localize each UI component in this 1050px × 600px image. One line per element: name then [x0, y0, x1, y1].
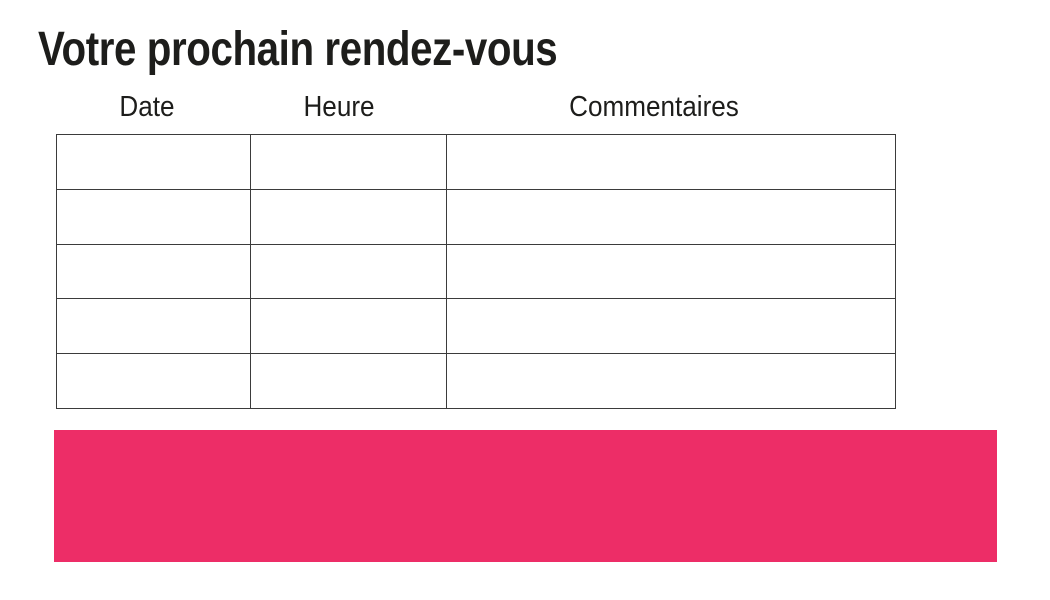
column-header-commentaires: Commentaires [569, 91, 739, 123]
table-cell [250, 188, 447, 245]
column-header-date: Date [119, 91, 175, 123]
table-cell [56, 134, 251, 190]
table-cell [446, 298, 896, 355]
table-cell [56, 188, 251, 245]
table-cell [250, 243, 447, 300]
table-cell [250, 134, 447, 190]
appointments-table-body [56, 134, 896, 409]
accent-banner [54, 430, 997, 562]
table-cell [446, 188, 896, 245]
table-row [56, 134, 896, 190]
table-cell [56, 353, 251, 409]
table-row [56, 243, 896, 300]
table-cell [250, 298, 447, 355]
appointments-table [56, 134, 896, 409]
table-cell [446, 243, 896, 300]
table-cell [56, 298, 251, 355]
table-row [56, 353, 896, 409]
column-header-heure: Heure [303, 91, 375, 123]
table-row [56, 188, 896, 245]
table-cell [56, 243, 251, 300]
table-cell [250, 353, 447, 409]
table-row [56, 298, 896, 355]
table-cell [446, 134, 896, 190]
table-cell [446, 353, 896, 409]
page-title: Votre prochain rendez-vous [38, 23, 558, 76]
